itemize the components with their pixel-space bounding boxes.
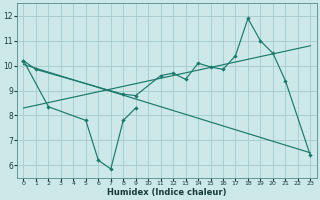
X-axis label: Humidex (Indice chaleur): Humidex (Indice chaleur): [107, 188, 227, 197]
